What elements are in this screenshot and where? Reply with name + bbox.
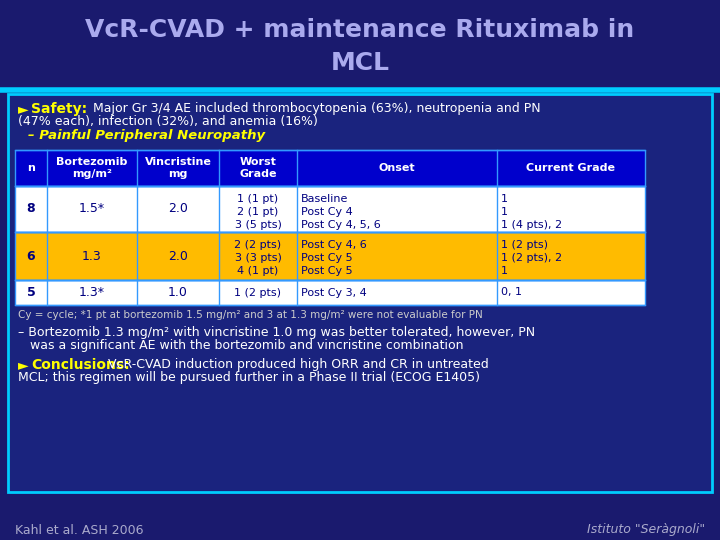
Text: 8: 8 — [27, 202, 35, 215]
Text: – Painful Peripheral Neuropathy: – Painful Peripheral Neuropathy — [28, 129, 265, 142]
Text: 1.3*: 1.3* — [79, 286, 105, 299]
Text: 1 (2 pts): 1 (2 pts) — [501, 240, 548, 250]
Text: 2.0: 2.0 — [168, 202, 188, 215]
Text: 1: 1 — [501, 207, 508, 217]
Bar — [0, 0, 720, 90]
Bar — [15, 186, 645, 232]
Text: 1: 1 — [501, 266, 508, 276]
Text: 2.0: 2.0 — [168, 249, 188, 262]
Text: 1.3: 1.3 — [82, 249, 102, 262]
Text: 1 (1 pt): 1 (1 pt) — [238, 194, 279, 204]
Text: – Bortezomib 1.3 mg/m² with vincristine 1.0 mg was better tolerated, however, PN: – Bortezomib 1.3 mg/m² with vincristine … — [18, 326, 535, 339]
Text: Istituto "Seràgnoli": Istituto "Seràgnoli" — [587, 523, 705, 537]
Bar — [15, 280, 645, 305]
Text: 1.0: 1.0 — [168, 286, 188, 299]
Text: VcR-CVAD induction produced high ORR and CR in untreated: VcR-CVAD induction produced high ORR and… — [104, 358, 489, 371]
Text: 1.5*: 1.5* — [79, 202, 105, 215]
Text: Worst
Grade: Worst Grade — [239, 157, 276, 179]
Text: MCL; this regimen will be pursued further in a Phase II trial (ECOG E1405): MCL; this regimen will be pursued furthe… — [18, 371, 480, 384]
Text: Post Cy 4, 6: Post Cy 4, 6 — [301, 240, 366, 250]
Text: 2 (1 pt): 2 (1 pt) — [238, 207, 279, 217]
Bar — [15, 150, 645, 186]
Text: 1: 1 — [501, 194, 508, 204]
Bar — [15, 232, 645, 280]
Text: 3 (3 pts): 3 (3 pts) — [235, 253, 282, 263]
Text: ►: ► — [18, 102, 29, 116]
Text: Baseline: Baseline — [301, 194, 348, 204]
Bar — [15, 150, 645, 186]
Text: 3 (5 pts): 3 (5 pts) — [235, 220, 282, 230]
Text: 6: 6 — [27, 249, 35, 262]
Bar — [15, 232, 645, 280]
Text: Safety:: Safety: — [31, 102, 87, 116]
Text: Post Cy 4, 5, 6: Post Cy 4, 5, 6 — [301, 220, 381, 230]
Text: Conclusions:: Conclusions: — [31, 358, 130, 372]
Text: 5: 5 — [27, 286, 35, 299]
Bar — [15, 280, 645, 305]
Text: Post Cy 4: Post Cy 4 — [301, 207, 353, 217]
Text: Post Cy 5: Post Cy 5 — [301, 266, 353, 276]
Text: 0, 1: 0, 1 — [501, 287, 522, 298]
Text: Vincristine
mg: Vincristine mg — [145, 157, 212, 179]
Text: MCL: MCL — [330, 51, 390, 75]
Text: (47% each), infection (32%), and anemia (16%): (47% each), infection (32%), and anemia … — [18, 115, 318, 128]
Text: n: n — [27, 163, 35, 173]
Bar — [15, 186, 645, 232]
Text: 4 (1 pt): 4 (1 pt) — [238, 266, 279, 276]
Text: Post Cy 3, 4: Post Cy 3, 4 — [301, 287, 366, 298]
Text: Cy = cycle; *1 pt at bortezomib 1.5 mg/m² and 3 at 1.3 mg/m² were not evaluable : Cy = cycle; *1 pt at bortezomib 1.5 mg/m… — [18, 310, 482, 320]
FancyBboxPatch shape — [8, 94, 712, 492]
Text: was a significant AE with the bortezomib and vincristine combination: was a significant AE with the bortezomib… — [18, 339, 464, 352]
Text: Major Gr 3/4 AE included thrombocytopenia (63%), neutropenia and PN: Major Gr 3/4 AE included thrombocytopeni… — [89, 102, 541, 115]
Text: 1 (2 pts), 2: 1 (2 pts), 2 — [501, 253, 562, 263]
Text: ►: ► — [18, 358, 29, 372]
Text: 2 (2 pts): 2 (2 pts) — [235, 240, 282, 250]
Text: VcR-CVAD + maintenance Rituximab in: VcR-CVAD + maintenance Rituximab in — [86, 18, 634, 42]
Text: Onset: Onset — [379, 163, 415, 173]
Text: Kahl et al. ASH 2006: Kahl et al. ASH 2006 — [15, 523, 143, 537]
Text: 1 (4 pts), 2: 1 (4 pts), 2 — [501, 220, 562, 230]
Text: Post Cy 5: Post Cy 5 — [301, 253, 353, 263]
Text: Bortezomib
mg/m²: Bortezomib mg/m² — [56, 157, 127, 179]
Text: Current Grade: Current Grade — [526, 163, 616, 173]
Text: 1 (2 pts): 1 (2 pts) — [235, 287, 282, 298]
